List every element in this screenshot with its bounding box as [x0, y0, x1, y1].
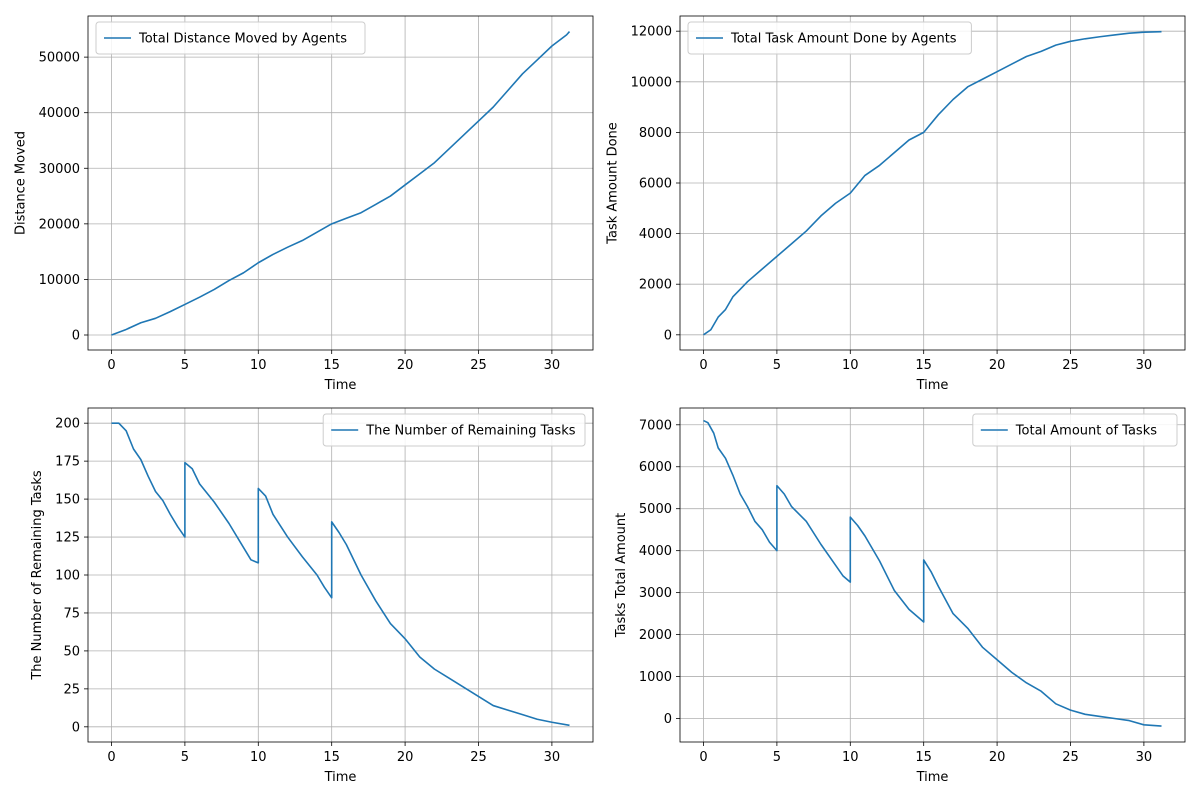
plot-frame — [87, 15, 594, 351]
legend: Total Distance Moved by Agents — [95, 21, 366, 55]
x-tick-label: 15 — [323, 750, 340, 765]
y-tick-label: 25 — [63, 682, 80, 697]
plot-frame — [87, 407, 594, 743]
x-axis-label: Time — [324, 770, 357, 785]
y-tick-label: 40000 — [39, 106, 80, 121]
y-tick-label: 200 — [55, 417, 80, 432]
x-tick-label: 30 — [1136, 750, 1153, 765]
legend-box — [687, 21, 972, 55]
x-tick-label: 20 — [989, 750, 1006, 765]
x-tick-label: 30 — [544, 358, 561, 373]
plot-frame — [679, 407, 1186, 743]
y-axis-label: Distance Moved — [14, 131, 29, 235]
x-tick-label: 25 — [1062, 358, 1079, 373]
y-tick-label: 2000 — [639, 278, 672, 293]
legend-label: The Number of Remaining Tasks — [365, 424, 576, 439]
y-tick-label: 12000 — [631, 25, 672, 40]
legend-label: Total Distance Moved by Agents — [138, 32, 347, 47]
series-line — [111, 422, 570, 727]
legend-box — [322, 413, 586, 447]
y-tick-label: 20000 — [39, 217, 80, 232]
x-tick-label: 15 — [323, 358, 340, 373]
x-axis-label: Time — [916, 378, 949, 393]
x-tick-label: 5 — [773, 750, 781, 765]
y-tick-label: 1000 — [639, 670, 672, 685]
y-tick-label: 50000 — [39, 51, 80, 66]
x-tick-label: 0 — [107, 750, 115, 765]
x-tick-label: 15 — [915, 750, 932, 765]
x-tick-label: 5 — [181, 358, 189, 373]
x-tick-label: 15 — [915, 358, 932, 373]
x-tick-label: 5 — [181, 750, 189, 765]
chart-panel-1: 0 5 10 15 20 25 30 0 10000 20000 30000 40000 50000 Ti… — [14, 15, 594, 393]
y-tick-label: 4000 — [639, 227, 672, 242]
x-tick-label: 20 — [397, 358, 414, 373]
y-tick-label: 4000 — [639, 544, 672, 559]
y-tick-label: 0 — [72, 720, 80, 735]
x-tick-label: 10 — [842, 358, 859, 373]
y-tick-label: 7000 — [639, 418, 672, 433]
series-line — [111, 31, 571, 336]
legend-label: Total Task Amount Done by Agents — [730, 32, 957, 47]
x-axis-label: Time — [324, 378, 357, 393]
series-line — [703, 419, 1162, 727]
y-tick-label: 8000 — [639, 126, 672, 141]
y-tick-label: 5000 — [639, 502, 672, 517]
chart-panel-4: 0 5 10 15 20 25 30 0 1000 2000 3000 4000 5000 6000 700… — [614, 407, 1186, 785]
y-tick-label: 30000 — [39, 162, 80, 177]
y-tick-label: 10000 — [39, 273, 80, 288]
y-tick-label: 150 — [55, 493, 80, 508]
y-tick-label: 125 — [55, 531, 80, 546]
series-line — [703, 30, 1162, 336]
y-tick-label: 6000 — [639, 460, 672, 475]
y-axis-label: Tasks Total Amount — [614, 513, 629, 639]
x-tick-label: 10 — [250, 750, 267, 765]
plot-frame — [679, 15, 1186, 351]
x-tick-label: 0 — [107, 358, 115, 373]
y-tick-label: 0 — [664, 328, 672, 343]
y-axis-label: The Number of Remaining Tasks — [30, 470, 45, 681]
x-tick-label: 20 — [989, 358, 1006, 373]
y-axis-label: Task Amount Done — [606, 122, 621, 245]
chart-panel-3: 0 5 10 15 20 25 30 0 25 50 75 100 125 150 175 200 Time Th… — [30, 407, 594, 785]
x-tick-label: 0 — [699, 358, 707, 373]
x-tick-label: 20 — [397, 750, 414, 765]
legend: Total Amount of Tasks — [972, 413, 1178, 447]
x-tick-label: 25 — [1062, 750, 1079, 765]
y-tick-label: 50 — [63, 644, 80, 659]
x-tick-label: 5 — [773, 358, 781, 373]
x-tick-label: 25 — [470, 358, 487, 373]
x-tick-label: 25 — [470, 750, 487, 765]
legend-box — [972, 413, 1178, 447]
y-tick-label: 100 — [55, 569, 80, 584]
y-tick-label: 75 — [63, 606, 80, 621]
y-tick-label: 175 — [55, 455, 80, 470]
x-tick-label: 30 — [1136, 358, 1153, 373]
chart-panel-2: 0 5 10 15 20 25 30 0 2000 4000 6000 8000 10000 12000 T… — [606, 15, 1186, 393]
legend-label: Total Amount of Tasks — [1015, 424, 1157, 439]
legend-box — [95, 21, 366, 55]
x-tick-label: 30 — [544, 750, 561, 765]
x-tick-label: 10 — [842, 750, 859, 765]
y-tick-label: 6000 — [639, 177, 672, 192]
y-tick-label: 0 — [664, 712, 672, 727]
x-tick-label: 0 — [699, 750, 707, 765]
y-tick-label: 10000 — [631, 75, 672, 90]
legend: Total Task Amount Done by Agents — [687, 21, 972, 55]
x-tick-label: 10 — [250, 358, 267, 373]
y-tick-label: 3000 — [639, 586, 672, 601]
y-tick-label: 2000 — [639, 628, 672, 643]
legend: The Number of Remaining Tasks — [322, 413, 586, 447]
x-axis-label: Time — [916, 770, 949, 785]
y-tick-label: 0 — [72, 328, 80, 343]
